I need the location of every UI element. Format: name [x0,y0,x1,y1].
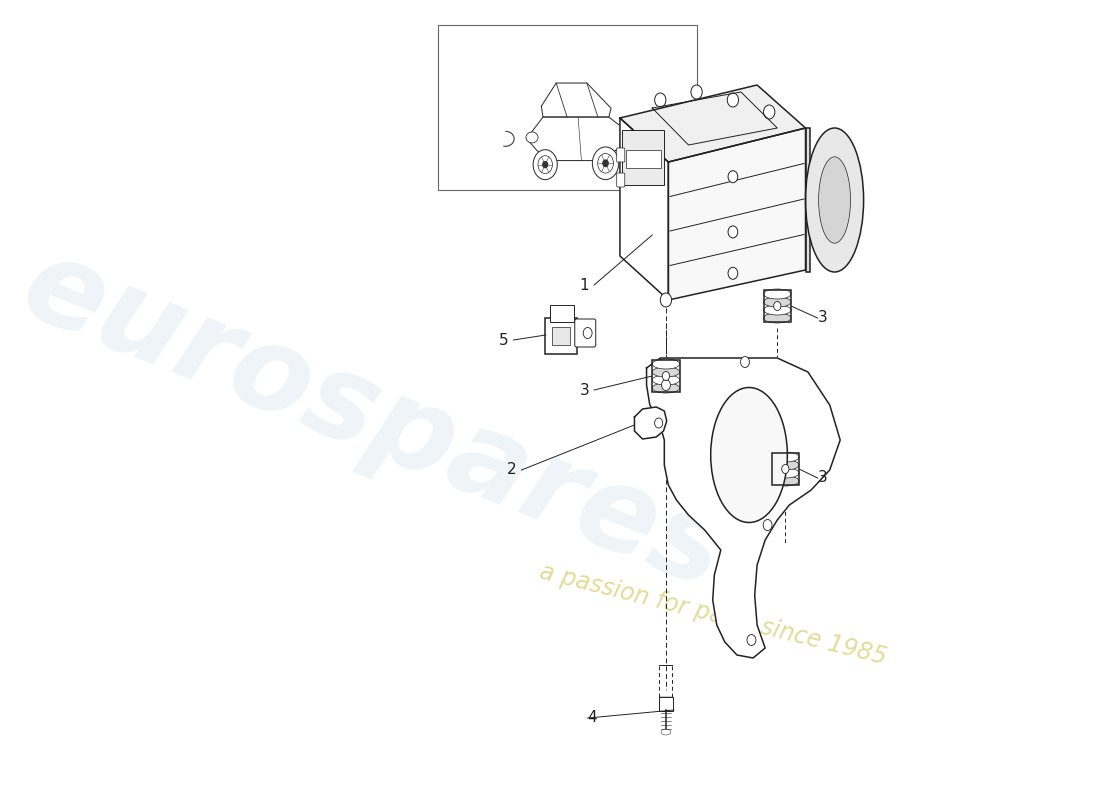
Ellipse shape [652,383,680,393]
Ellipse shape [818,157,850,243]
Ellipse shape [771,468,799,478]
Circle shape [654,418,662,428]
Circle shape [773,302,781,310]
Circle shape [583,327,592,338]
Bar [439,25,696,190]
Ellipse shape [763,313,791,323]
Text: 5: 5 [499,333,508,347]
Polygon shape [527,117,624,161]
FancyBboxPatch shape [544,318,578,354]
Circle shape [654,93,666,107]
Circle shape [661,379,670,390]
Ellipse shape [763,289,791,299]
Circle shape [782,465,789,474]
Circle shape [728,267,738,279]
Polygon shape [647,358,840,658]
Ellipse shape [771,460,799,470]
FancyBboxPatch shape [617,148,625,162]
Circle shape [603,160,608,166]
Text: 3: 3 [817,310,827,326]
Ellipse shape [711,387,788,522]
Circle shape [727,93,738,107]
Ellipse shape [652,375,680,385]
Ellipse shape [763,305,791,315]
Polygon shape [541,83,611,117]
Circle shape [747,634,756,646]
Ellipse shape [771,452,799,462]
FancyBboxPatch shape [659,697,673,711]
Text: a passion for parts since 1985: a passion for parts since 1985 [537,560,889,670]
Bar [763,290,791,322]
Text: 1: 1 [580,278,590,293]
Ellipse shape [652,359,680,369]
Bar [805,128,810,272]
Circle shape [728,226,738,238]
Ellipse shape [661,729,671,735]
Ellipse shape [526,132,538,143]
FancyBboxPatch shape [626,150,661,168]
Circle shape [597,154,614,173]
Text: 2: 2 [507,462,517,478]
Circle shape [728,170,738,182]
Circle shape [763,519,772,530]
Polygon shape [635,407,667,439]
FancyBboxPatch shape [575,319,596,347]
FancyBboxPatch shape [550,305,574,322]
Ellipse shape [805,128,864,272]
Ellipse shape [652,367,680,377]
Circle shape [534,150,558,180]
Circle shape [763,105,774,119]
Text: eurospares: eurospares [7,227,741,613]
Circle shape [538,156,552,174]
Ellipse shape [763,297,791,307]
Text: 3: 3 [580,382,590,398]
Text: 4: 4 [587,710,597,726]
Bar [771,453,799,485]
Circle shape [542,162,548,168]
Circle shape [660,293,672,307]
Ellipse shape [771,476,799,486]
FancyBboxPatch shape [623,130,664,185]
Circle shape [593,147,618,180]
Bar [652,360,680,392]
Circle shape [662,371,670,381]
Polygon shape [620,85,805,162]
Text: 3: 3 [817,470,827,486]
Circle shape [691,85,702,99]
Circle shape [740,357,749,367]
Polygon shape [620,118,669,300]
Polygon shape [669,128,805,300]
FancyBboxPatch shape [617,173,625,187]
FancyBboxPatch shape [552,327,570,345]
